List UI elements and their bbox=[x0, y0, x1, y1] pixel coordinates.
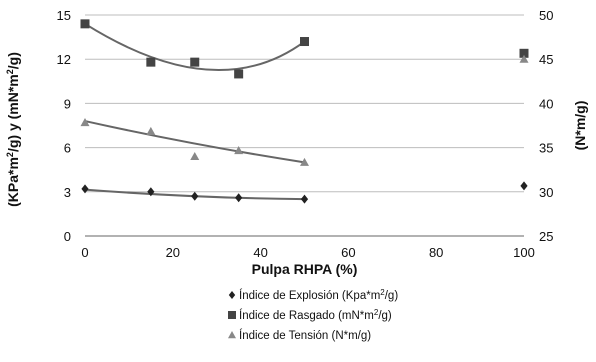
y-left-tick-label: 3 bbox=[64, 185, 71, 200]
x-tick-label: 80 bbox=[429, 245, 443, 260]
data-point-tension bbox=[146, 126, 156, 135]
legend-marker-rasgado bbox=[228, 311, 236, 319]
legend-text-part: Índice de Explosión (Kpa*m bbox=[239, 289, 380, 302]
y-right-tick-label: 30 bbox=[539, 185, 553, 200]
data-point-explosion bbox=[520, 181, 528, 191]
y-left-tick-label: 12 bbox=[57, 52, 71, 67]
data-point-rasgado bbox=[80, 19, 90, 29]
data-point-tension bbox=[190, 151, 200, 161]
legend-text-part: /g) bbox=[385, 290, 399, 302]
trend-layer bbox=[84, 22, 306, 201]
x-tick-label: 0 bbox=[81, 245, 88, 260]
x-tick-label: 40 bbox=[253, 245, 267, 260]
superscript: 2 bbox=[5, 152, 15, 157]
axis-title-part: /g) y (mN*m bbox=[5, 74, 21, 152]
y-left-axis-title: (KPa*m2/g) y (mN*m2/g) bbox=[5, 52, 21, 207]
y-left-tick-label: 9 bbox=[64, 96, 71, 111]
trendline-tension bbox=[84, 120, 305, 164]
axis-title-part: /g) bbox=[5, 52, 21, 69]
data-point-tension bbox=[234, 146, 244, 155]
superscript: 2 bbox=[5, 69, 15, 74]
legend-text-part: /g) bbox=[378, 310, 392, 322]
x-axis-title: Pulpa RHPA (%) bbox=[252, 261, 358, 277]
legend-layer: Índice de Explosión (Kpa*m2/g)Índice de … bbox=[228, 288, 398, 342]
data-point-tension bbox=[300, 157, 309, 166]
data-point-explosion bbox=[191, 191, 199, 201]
y-left-tick-label: 15 bbox=[57, 8, 71, 23]
data-point-explosion bbox=[300, 194, 309, 204]
data-point-rasgado bbox=[519, 48, 529, 58]
legend-label-tension: Índice de Tensión (N*m/g) bbox=[239, 329, 371, 342]
x-tick-label: 100 bbox=[513, 245, 535, 260]
data-point-rasgado bbox=[300, 37, 309, 47]
data-point-rasgado bbox=[234, 69, 244, 79]
y-left-tick-label: 0 bbox=[64, 229, 71, 244]
x-tick-label: 20 bbox=[166, 245, 180, 260]
legend-marker-explosion bbox=[228, 291, 236, 299]
axis-title-part: (KPa*m bbox=[5, 157, 21, 207]
y-left-tick-label: 6 bbox=[64, 141, 71, 156]
superscript: 2 bbox=[374, 308, 379, 317]
y-right-tick-label: 45 bbox=[539, 52, 553, 67]
legend-marker-tension bbox=[228, 331, 236, 339]
legend-text-part: Índice de Tensión (N*m/g) bbox=[239, 329, 371, 342]
y-right-tick-label: 25 bbox=[539, 229, 553, 244]
data-point-explosion bbox=[81, 184, 89, 194]
y-right-tick-label: 40 bbox=[539, 96, 553, 111]
data-point-tension bbox=[519, 54, 529, 63]
titles-layer: Pulpa RHPA (%)(KPa*m2/g) y (mN*m2/g)(N*m… bbox=[5, 52, 588, 277]
data-point-rasgado bbox=[146, 57, 156, 67]
y-right-tick-label: 35 bbox=[539, 141, 553, 156]
data-point-rasgado bbox=[190, 57, 200, 67]
trendline-rasgado bbox=[84, 22, 306, 72]
data-point-tension bbox=[80, 118, 90, 127]
superscript: 2 bbox=[380, 288, 385, 297]
data-point-explosion bbox=[147, 187, 155, 197]
y-right-axis-title: (N*m/g) bbox=[572, 101, 588, 151]
x-tick-label: 60 bbox=[341, 245, 355, 260]
legend-label-rasgado: Índice de Rasgado (mN*m2/g) bbox=[239, 308, 392, 322]
legend-text-part: Índice de Rasgado (mN*m bbox=[239, 309, 374, 322]
marks-layer bbox=[80, 19, 529, 204]
data-point-explosion bbox=[235, 193, 243, 203]
ticks-layer: 0 3 6 9 12 15 25 30 35 40 45 50 0 20 40 60 80 100 bbox=[57, 8, 554, 260]
y-right-tick-label: 50 bbox=[539, 8, 553, 23]
legend-label-explosion: Índice de Explosión (Kpa*m2/g) bbox=[239, 288, 398, 302]
